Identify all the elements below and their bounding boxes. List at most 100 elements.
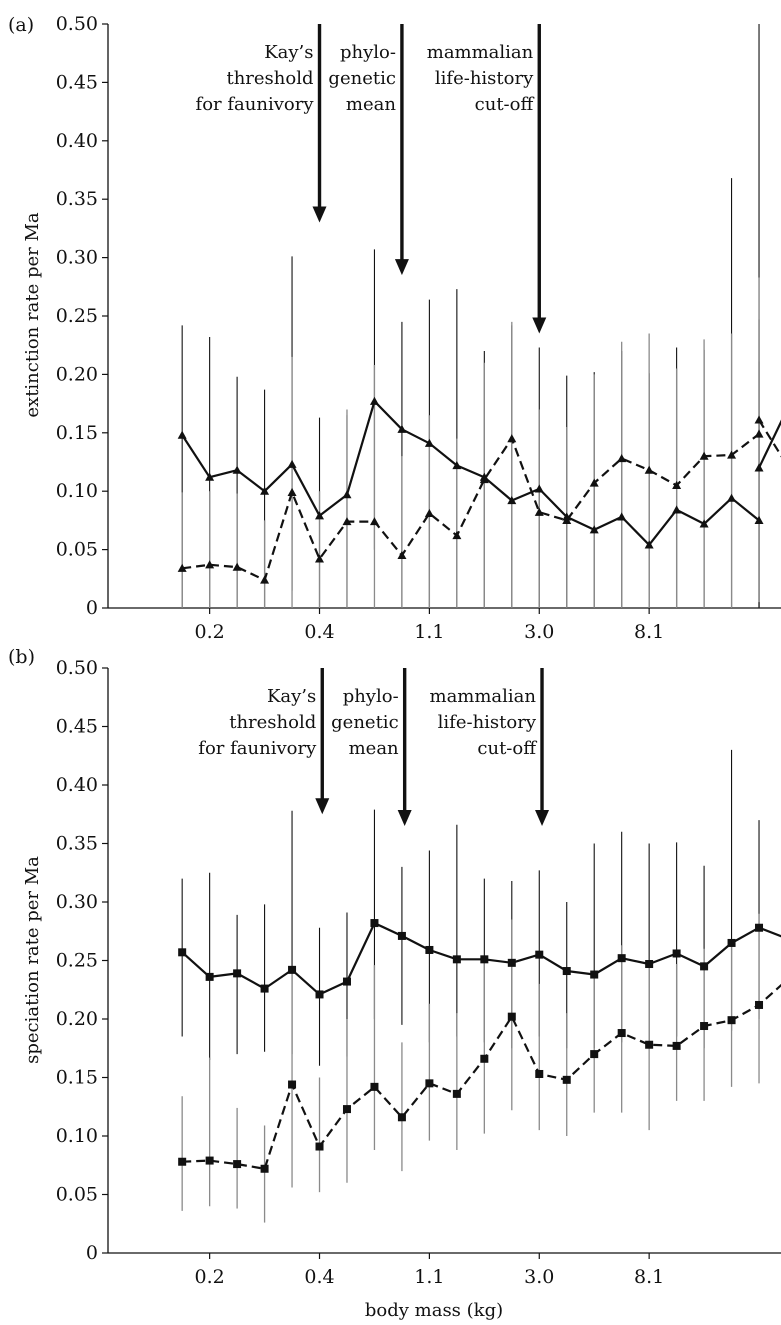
x-axis-title: body mass (kg) [365,1300,503,1321]
annotation-text: mean [349,738,399,759]
annotation-text: mean [346,94,396,115]
y-tick-label: 0.35 [56,833,98,855]
data-point [645,960,654,969]
data-point [177,563,187,572]
x-tick-label: 0.4 [304,1266,334,1288]
annotation-text: life-history [435,68,534,89]
data-point [562,1075,571,1084]
data-point [233,1160,242,1169]
data-point [425,945,434,954]
data-point [699,451,709,460]
y-tick-label: 0 [86,597,98,619]
data-point [342,977,351,986]
annotation-arrow-head [532,317,547,334]
y-tick-label: 0.40 [56,774,98,796]
panel-a-label: (a) [8,14,34,36]
annotation-text: for faunivory [198,738,317,759]
data-point [672,1041,681,1050]
data-point [369,517,379,526]
annotation-arrow-head [397,809,412,826]
data-point [754,429,764,438]
y-tick-label: 0.05 [56,1184,98,1206]
data-point [424,508,434,517]
data-point [755,1000,764,1009]
data-point [479,475,489,484]
data-point [205,1156,214,1165]
y-tick-label: 0.30 [56,891,98,913]
data-point [177,430,187,439]
data-point [507,1012,516,1021]
y-tick-label: 0.45 [56,716,98,738]
data-point [233,969,242,978]
data-point [589,478,599,487]
annotation-text: life-history [438,712,537,733]
annotation-text: phylo- [340,42,396,63]
data-point [672,505,682,514]
data-point [535,950,544,959]
y-tick-label: 0.15 [56,1067,98,1089]
annotation-text: for faunivory [196,94,315,115]
x-tick-label: 0.4 [304,621,334,643]
annotation-text: threshold [229,712,316,733]
data-point [617,453,627,463]
annotation-text: Kay’s [267,686,316,707]
data-point [287,459,297,468]
data-point [288,1080,297,1089]
x-tick-label: 0.2 [195,1266,225,1288]
annotation-text: mammalian [427,42,534,63]
annotation-text: phylo- [343,686,399,707]
annotation-text: genetic [331,712,399,733]
plot-area-a: 0 0.05 0.10 0.15 0.20 0.25 0.30 0.35 0.40 0.45 0.5… [56,13,781,643]
data-point [480,1054,489,1063]
data-point [617,1029,626,1038]
y-tick-label: 0.05 [56,539,98,561]
annotation-text: threshold [226,68,313,89]
data-point [535,1069,544,1078]
annotation-text: genetic [328,68,396,89]
data-point [727,493,737,502]
annotation-arrow-head [315,798,330,815]
data-point [452,1089,461,1098]
annotation-text: cut-off [475,94,535,115]
x-tick-label: 8.1 [634,1266,664,1288]
annotation-arrow-head [535,809,550,826]
y-tick-label: 0.50 [56,657,98,679]
data-point [754,463,764,472]
data-point [699,519,709,528]
data-point [562,967,571,976]
series-line [758,419,781,458]
data-point [617,512,627,521]
y-tick-label: 0.35 [56,188,98,210]
data-point [754,415,764,424]
data-point [315,511,325,520]
data-point [534,507,544,516]
data-point [315,990,324,999]
annotation-text: Kay’s [264,42,313,63]
data-point [370,919,379,928]
data-point [260,486,270,495]
data-point [755,923,764,932]
annotation-arrow-head [312,206,327,223]
y-tick-label: 0.25 [56,950,98,972]
y-tick-label: 0.30 [56,247,98,269]
data-point [205,972,214,981]
series-line [181,921,781,996]
data-point [590,1050,599,1059]
data-point [617,954,626,963]
data-point [672,949,681,958]
data-point [672,480,682,489]
y-tick-label: 0.10 [56,1125,98,1147]
data-point [260,984,269,993]
data-point [397,1113,406,1122]
series-line [182,433,760,582]
data-point [342,517,352,526]
data-point [534,484,544,493]
y-tick-label: 0.45 [56,71,98,93]
panel-a-extinction: (a) extinction rate per Ma 0 0.05 0.10 0.15… [8,13,781,643]
data-point [425,1079,434,1088]
x-tick-label: 3.0 [524,1266,554,1288]
y-tick-label: 0.25 [56,305,98,327]
y-tick-label: 0.20 [56,1008,98,1030]
data-point [288,965,297,974]
y-axis-title-b: speciation rate per Ma [22,856,43,1064]
